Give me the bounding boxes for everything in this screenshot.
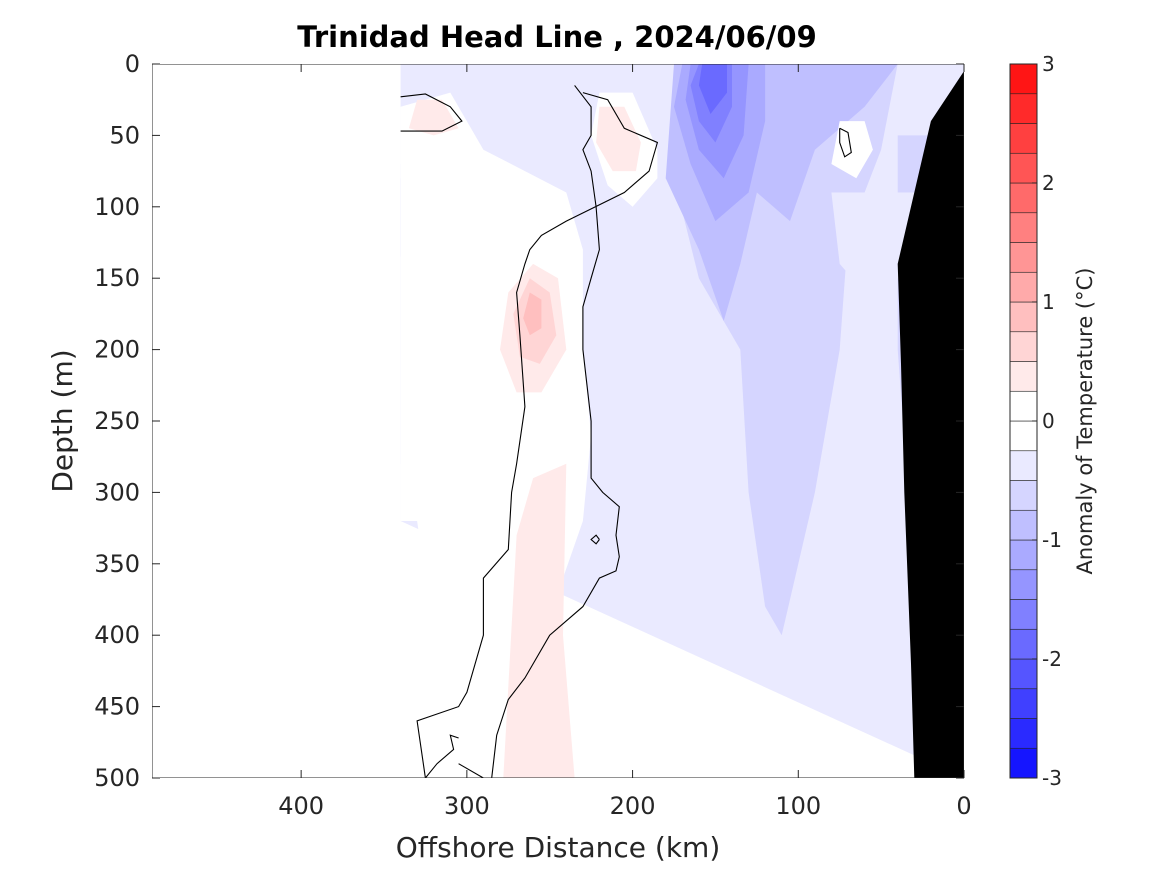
colorbar-segment	[1009, 301, 1038, 333]
x-axis: 400 300 200 100 0	[278, 64, 972, 820]
colorbar-segment	[1009, 182, 1038, 214]
bathymetry	[897, 71, 964, 778]
anomaly-region-9	[698, 64, 727, 114]
y-tick-label: 500	[94, 764, 140, 792]
zero-contour-line-5	[458, 763, 484, 778]
seafloor-bathymetry	[897, 71, 964, 778]
colorbar-segment	[1009, 152, 1038, 184]
colorbar-segment	[1009, 599, 1038, 630]
colorbar-tick-label: -3	[1042, 766, 1062, 790]
x-tick-label: 400	[278, 792, 324, 820]
colorbar-segment	[1009, 480, 1038, 511]
y-tick-label: 150	[94, 264, 140, 292]
y-tick-label: 400	[94, 621, 140, 649]
y-tick-label: 0	[125, 50, 140, 78]
colorbar-segment	[1009, 509, 1038, 541]
colorbar-segment	[1009, 331, 1038, 362]
anomaly-region-17	[408, 99, 459, 136]
zero-contour-lines	[400, 85, 852, 778]
colorbar-segments	[1009, 63, 1038, 779]
y-tick-label: 250	[94, 407, 140, 435]
colorbar-segment	[1009, 688, 1038, 719]
y-tick-label: 350	[94, 550, 140, 578]
x-tick-label: 0	[956, 792, 971, 820]
y-axis: 0 50 100 150 200 250 300 350 400 450 500	[94, 50, 964, 792]
zero-contour-line-4	[590, 534, 600, 545]
y-tick-label: 450	[94, 693, 140, 721]
colorbar-segment	[1009, 747, 1038, 779]
colorbar-tick-label: 0	[1042, 409, 1055, 433]
colorbar-segment	[1009, 123, 1038, 154]
colorbar: 3 2 1 0 -1 -2 -3 Anomaly of Temperature (°C)	[1009, 52, 1097, 790]
x-tick-label: 300	[444, 792, 490, 820]
anomaly-region-18	[596, 106, 641, 172]
zero-contour-line-6	[424, 734, 459, 778]
colorbar-ticks: 3 2 1 0 -1 -2 -3	[1032, 52, 1062, 790]
zero-contour-line-1	[491, 85, 620, 778]
y-tick-label: 200	[94, 336, 140, 364]
plot-area	[152, 64, 964, 778]
colorbar-segment	[1009, 539, 1038, 571]
x-axis-label: Offshore Distance (km)	[396, 831, 721, 864]
colorbar-segment	[1009, 212, 1038, 243]
colorbar-segment	[1009, 390, 1038, 422]
zero-contour-line-3	[839, 127, 852, 158]
colorbar-segment	[1009, 718, 1038, 749]
colorbar-tick-label: -2	[1042, 647, 1062, 671]
zero-contour-line-2	[416, 92, 659, 778]
anomaly-field	[400, 64, 964, 778]
colorbar-segment	[1009, 93, 1038, 124]
colorbar-label: Anomaly of Temperature (°C)	[1073, 268, 1097, 575]
anomaly-region-16	[503, 463, 575, 778]
y-tick-label: 300	[94, 478, 140, 506]
colorbar-tick-label: 3	[1042, 52, 1055, 76]
colorbar-tick-label: -1	[1042, 528, 1062, 552]
colorbar-segment	[1009, 271, 1038, 303]
colorbar-tick-label: 2	[1042, 171, 1055, 195]
x-tick-label: 100	[775, 792, 821, 820]
colorbar-segment	[1009, 569, 1038, 600]
colorbar-segment	[1009, 450, 1038, 481]
zero-contour-line-0	[400, 93, 463, 132]
colorbar-segment	[1009, 361, 1038, 392]
y-tick-label: 50	[109, 121, 140, 149]
chart-title: Trinidad Head Line , 2024/06/09	[297, 20, 817, 54]
y-axis-label: Depth (m)	[46, 349, 79, 492]
x-tick-label: 200	[610, 792, 656, 820]
anomaly-region-14	[831, 121, 873, 179]
anomaly-region-20	[523, 292, 542, 336]
y-tick-label: 100	[94, 193, 140, 221]
colorbar-segment	[1009, 242, 1038, 273]
colorbar-segment	[1009, 63, 1038, 95]
colorbar-segment	[1009, 420, 1038, 452]
colorbar-segment	[1009, 658, 1038, 690]
colorbar-segment	[1009, 628, 1038, 660]
colorbar-tick-label: 1	[1042, 290, 1055, 314]
